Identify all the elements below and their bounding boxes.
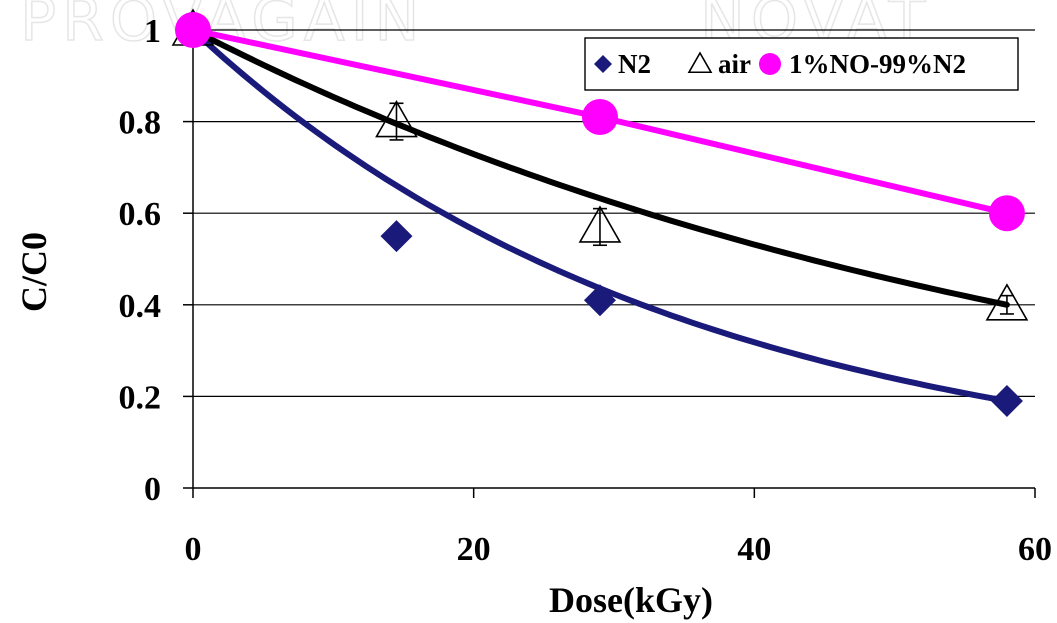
point-1-3 bbox=[985, 283, 1029, 321]
y-tick-label-0: 0 bbox=[144, 471, 161, 508]
point-1-1 bbox=[375, 99, 418, 138]
point-1-2 bbox=[578, 205, 622, 243]
x-tick-label-2: 40 bbox=[737, 531, 771, 568]
point-0-3 bbox=[990, 384, 1023, 417]
axes bbox=[183, 22, 1036, 498]
x-tick-labels: 0 20 40 60 bbox=[185, 531, 1053, 568]
legend-marker-2 bbox=[759, 53, 781, 75]
error-bars bbox=[389, 102, 1014, 315]
y-tick-label-1: 0.2 bbox=[119, 379, 162, 416]
point-2-0 bbox=[175, 12, 211, 48]
fit-line-1 bbox=[190, 27, 1010, 308]
y-tick-label-2: 0.4 bbox=[119, 288, 162, 325]
legend-label-1: air bbox=[718, 49, 751, 79]
error-bar-1-2 bbox=[592, 207, 607, 247]
x-tick-label-3: 60 bbox=[1018, 531, 1052, 568]
point-2-2 bbox=[988, 195, 1025, 232]
legend-marker-1 bbox=[687, 51, 713, 74]
point-0-2 bbox=[583, 284, 616, 317]
x-tick-label-1: 20 bbox=[457, 531, 491, 568]
legend-label-0: N2 bbox=[618, 49, 651, 79]
legend-box bbox=[584, 37, 1019, 91]
data-points bbox=[171, 8, 1029, 417]
error-bar-1-3 bbox=[999, 294, 1014, 315]
y-tick-label-5: 1 bbox=[144, 13, 161, 50]
watermark: PROVAGAIN NOVAT bbox=[19, 0, 926, 56]
point-0-1 bbox=[380, 220, 413, 253]
y-tick-labels: 0 0.2 0.4 0.6 0.8 1 bbox=[119, 13, 162, 508]
legend-marker-0 bbox=[594, 55, 612, 73]
x-axis-title: Dose(kGy) bbox=[549, 580, 713, 620]
y-tick-label-3: 0.6 bbox=[119, 196, 162, 233]
y-tick-label-4: 0.8 bbox=[119, 105, 162, 142]
legend: N2 air 1%NO-99%N2 bbox=[584, 37, 1019, 91]
y-axis-title: C/C0 bbox=[14, 232, 54, 312]
point-2-1 bbox=[581, 99, 618, 136]
x-tick-label-0: 0 bbox=[185, 531, 202, 568]
error-bar-1-1 bbox=[389, 102, 404, 141]
legend-label-2: 1%NO-99%N2 bbox=[789, 49, 966, 79]
gridlines bbox=[193, 29, 1035, 397]
